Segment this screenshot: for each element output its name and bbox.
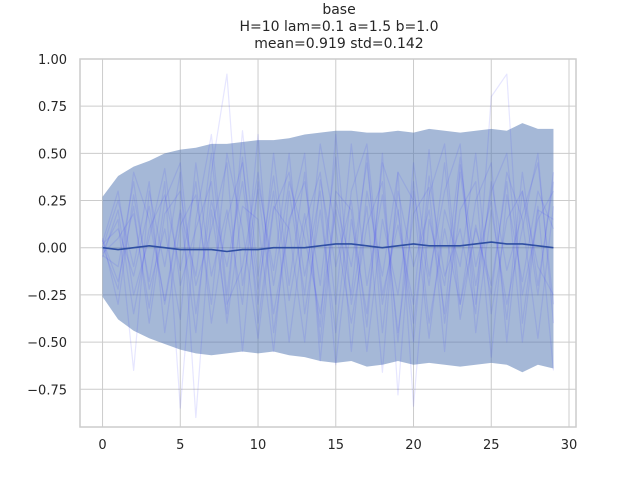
sample-trace-3 — [101, 133, 555, 409]
x-tick-label: 15 — [328, 438, 345, 453]
std-band — [102, 123, 554, 373]
sample-trace-7 — [102, 133, 555, 353]
sample-trace-9 — [102, 152, 554, 353]
sample-trace-10 — [101, 152, 554, 334]
x-tick-label: 5 — [176, 438, 184, 453]
y-tick-label: −0.75 — [27, 383, 67, 398]
x-tick-label: 20 — [405, 438, 422, 453]
x-tick-label: 0 — [98, 438, 106, 453]
y-tick-label: 0.50 — [38, 147, 67, 162]
x-axis-ticks: 0 5 10 15 20 25 30 — [98, 438, 577, 453]
mean-line — [102, 241, 554, 253]
sample-trace-5 — [101, 143, 555, 358]
y-axis-ticks: 1.00 0.75 0.50 0.25 0.00 −0.25 −0.50 −0.75 — [27, 53, 67, 398]
x-tick-label: 25 — [483, 438, 500, 453]
y-tick-label: −0.25 — [27, 289, 67, 304]
plot-frame — [79, 58, 577, 428]
y-tick-label: −0.50 — [27, 336, 67, 351]
y-tick-label: 0.00 — [38, 242, 67, 257]
sample-trace-2 — [101, 143, 555, 353]
chart-title-line-1: base — [322, 2, 355, 18]
sample-trace-1 — [102, 73, 555, 371]
chart-title-line-3: mean=0.919 std=0.142 — [254, 36, 423, 52]
sample-trace-6 — [101, 143, 554, 366]
y-tick-label: 1.00 — [38, 53, 67, 68]
x-tick-label: 30 — [561, 438, 578, 453]
sample-trace-4 — [102, 130, 555, 419]
x-tick-label: 10 — [250, 438, 267, 453]
y-tick-label: 0.75 — [38, 100, 67, 115]
y-tick-label: 0.25 — [38, 195, 67, 210]
chart-title: base H=10 lam=0.1 a=1.5 b=1.0 mean=0.919… — [240, 2, 439, 52]
sample-trace-8 — [101, 143, 555, 353]
sample-traces — [101, 73, 555, 419]
chart-title-line-2: H=10 lam=0.1 a=1.5 b=1.0 — [240, 19, 439, 35]
